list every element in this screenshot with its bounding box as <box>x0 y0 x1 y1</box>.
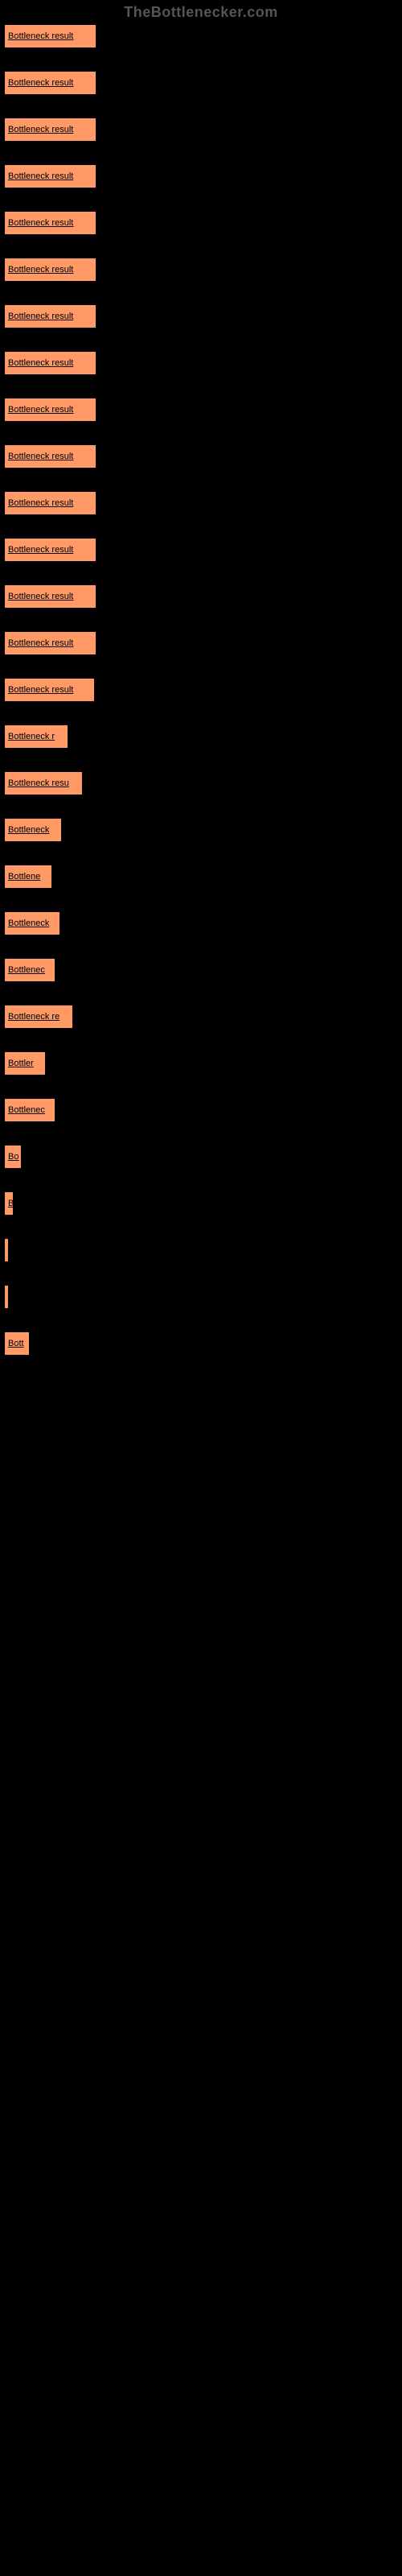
bar-label-link[interactable]: Bottleneck result <box>8 545 73 555</box>
chart-bar[interactable]: Bottleneck result <box>4 258 96 282</box>
bar-row: Bottler <box>4 1051 402 1075</box>
chart-bar[interactable]: Bottleneck result <box>4 584 96 609</box>
chart-bar[interactable]: Bottleneck result <box>4 351 96 375</box>
bar-row: B <box>4 1191 402 1216</box>
bar-label-link[interactable]: Bottleneck result <box>8 358 73 368</box>
bar-row: Bottleneck result <box>4 118 402 142</box>
bar-row <box>4 1238 402 1262</box>
bar-row: Bottleneck resu <box>4 771 402 795</box>
chart-bar[interactable]: B <box>4 1191 14 1216</box>
chart-bar[interactable]: Bottleneck <box>4 818 62 842</box>
chart-bar[interactable] <box>4 1285 9 1309</box>
bar-label-link[interactable]: Bottleneck result <box>8 31 73 41</box>
bar-label-link[interactable]: Bottleneck r <box>8 732 55 741</box>
bar-row: Bottleneck result <box>4 444 402 469</box>
chart-bar[interactable]: Bottleneck result <box>4 164 96 188</box>
chart-bar[interactable]: Bottleneck result <box>4 444 96 469</box>
bar-label-link[interactable]: Bottleneck result <box>8 592 73 601</box>
bar-row: Bottleneck result <box>4 678 402 702</box>
bar-label-link[interactable]: Bottleneck result <box>8 498 73 508</box>
bar-label-link[interactable]: Bottleneck result <box>8 405 73 415</box>
chart-bar[interactable]: Bottleneck result <box>4 118 96 142</box>
bar-row: Bottleneck result <box>4 258 402 282</box>
bar-label-link[interactable]: B <box>8 1199 14 1208</box>
bar-label-link[interactable]: Bottlenec <box>8 965 45 975</box>
bar-row: Bottleneck <box>4 911 402 935</box>
bar-label-link[interactable]: Bottleneck <box>8 825 49 835</box>
chart-bar[interactable]: Bottleneck resu <box>4 771 83 795</box>
chart-bar[interactable]: Bo <box>4 1145 22 1169</box>
bar-row: Bottleneck result <box>4 304 402 328</box>
bar-row: Bottleneck result <box>4 631 402 655</box>
bar-label-link[interactable]: Bottleneck resu <box>8 778 69 788</box>
bar-label-link[interactable]: Bottleneck result <box>8 171 73 181</box>
bar-row: Bottleneck result <box>4 164 402 188</box>
bar-row: Bottleneck result <box>4 538 402 562</box>
bar-label-link[interactable]: Bottleneck result <box>8 685 73 695</box>
bar-label-link[interactable]: Bottlene <box>8 872 40 881</box>
chart-bar[interactable]: Bottleneck result <box>4 538 96 562</box>
bar-label-link[interactable]: Bottleneck result <box>8 265 73 275</box>
chart-bar[interactable]: Bottlenec <box>4 958 55 982</box>
bar-row: Bottleneck result <box>4 584 402 609</box>
bar-label-link[interactable]: Bottleneck result <box>8 78 73 88</box>
chart-bar[interactable]: Bottleneck result <box>4 304 96 328</box>
chart-bar[interactable]: Bottleneck result <box>4 398 96 422</box>
chart-bar[interactable]: Bottleneck result <box>4 491 96 515</box>
chart-container: Bottleneck result Bottleneck result Bottle… <box>0 0 402 1356</box>
bar-label-link[interactable]: Bottleneck result <box>8 638 73 648</box>
bar-label-link[interactable]: Bottleneck result <box>8 312 73 321</box>
bar-row: Bottlenec <box>4 1098 402 1122</box>
bar-label-link[interactable]: Bottleneck result <box>8 125 73 134</box>
chart-bar[interactable]: Bottleneck result <box>4 678 95 702</box>
chart-bar[interactable]: Bottlene <box>4 865 52 889</box>
bar-label-link[interactable]: Bottler <box>8 1059 34 1068</box>
chart-bar[interactable]: Bottleneck result <box>4 631 96 655</box>
bar-row: Bottleneck <box>4 818 402 842</box>
bar-row: Bottleneck re <box>4 1005 402 1029</box>
chart-bar[interactable]: Bott <box>4 1331 30 1356</box>
chart-bar[interactable] <box>4 1238 9 1262</box>
bar-label-link[interactable]: Bott <box>8 1339 24 1348</box>
chart-bar[interactable]: Bottlenec <box>4 1098 55 1122</box>
watermark-text: TheBottlenecker.com <box>124 4 278 21</box>
chart-bar[interactable]: Bottleneck result <box>4 24 96 48</box>
chart-bar[interactable]: Bottleneck r <box>4 724 68 749</box>
bar-label-link[interactable]: Bottleneck result <box>8 218 73 228</box>
bar-row: Bottleneck r <box>4 724 402 749</box>
chart-bar[interactable]: Bottleneck result <box>4 211 96 235</box>
chart-bar[interactable]: Bottleneck re <box>4 1005 73 1029</box>
bar-row: Bottleneck result <box>4 24 402 48</box>
bar-label-link[interactable]: Bottleneck re <box>8 1012 59 1022</box>
bar-row: Bottleneck result <box>4 398 402 422</box>
bar-row <box>4 1285 402 1309</box>
bar-row: Bottlenec <box>4 958 402 982</box>
bar-label-link[interactable]: Bottleneck result <box>8 452 73 461</box>
bar-label-link[interactable]: Bottleneck <box>8 919 49 928</box>
chart-bar[interactable]: Bottleneck <box>4 911 60 935</box>
chart-bar[interactable]: Bottler <box>4 1051 46 1075</box>
bar-label-link[interactable]: Bo <box>8 1152 18 1162</box>
bar-row: Bo <box>4 1145 402 1169</box>
chart-bar[interactable]: Bottleneck result <box>4 71 96 95</box>
bar-row: Bott <box>4 1331 402 1356</box>
bar-row: Bottleneck result <box>4 351 402 375</box>
bar-row: Bottleneck result <box>4 211 402 235</box>
bar-row: Bottleneck result <box>4 491 402 515</box>
bar-row: Bottlene <box>4 865 402 889</box>
bar-label-link[interactable]: Bottlenec <box>8 1105 45 1115</box>
bar-row: Bottleneck result <box>4 71 402 95</box>
